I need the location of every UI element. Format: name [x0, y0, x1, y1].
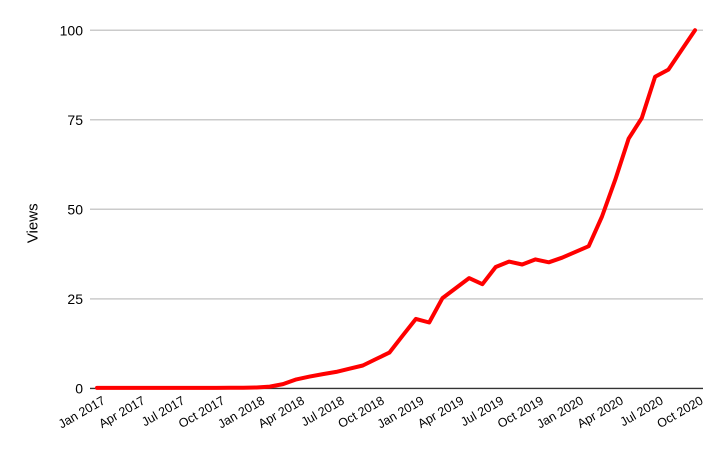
svg-text:Views: Views — [24, 203, 41, 243]
svg-text:25: 25 — [67, 291, 83, 307]
svg-text:100: 100 — [60, 22, 84, 38]
svg-text:50: 50 — [67, 201, 83, 217]
svg-text:0: 0 — [75, 381, 83, 397]
svg-text:75: 75 — [67, 112, 83, 128]
